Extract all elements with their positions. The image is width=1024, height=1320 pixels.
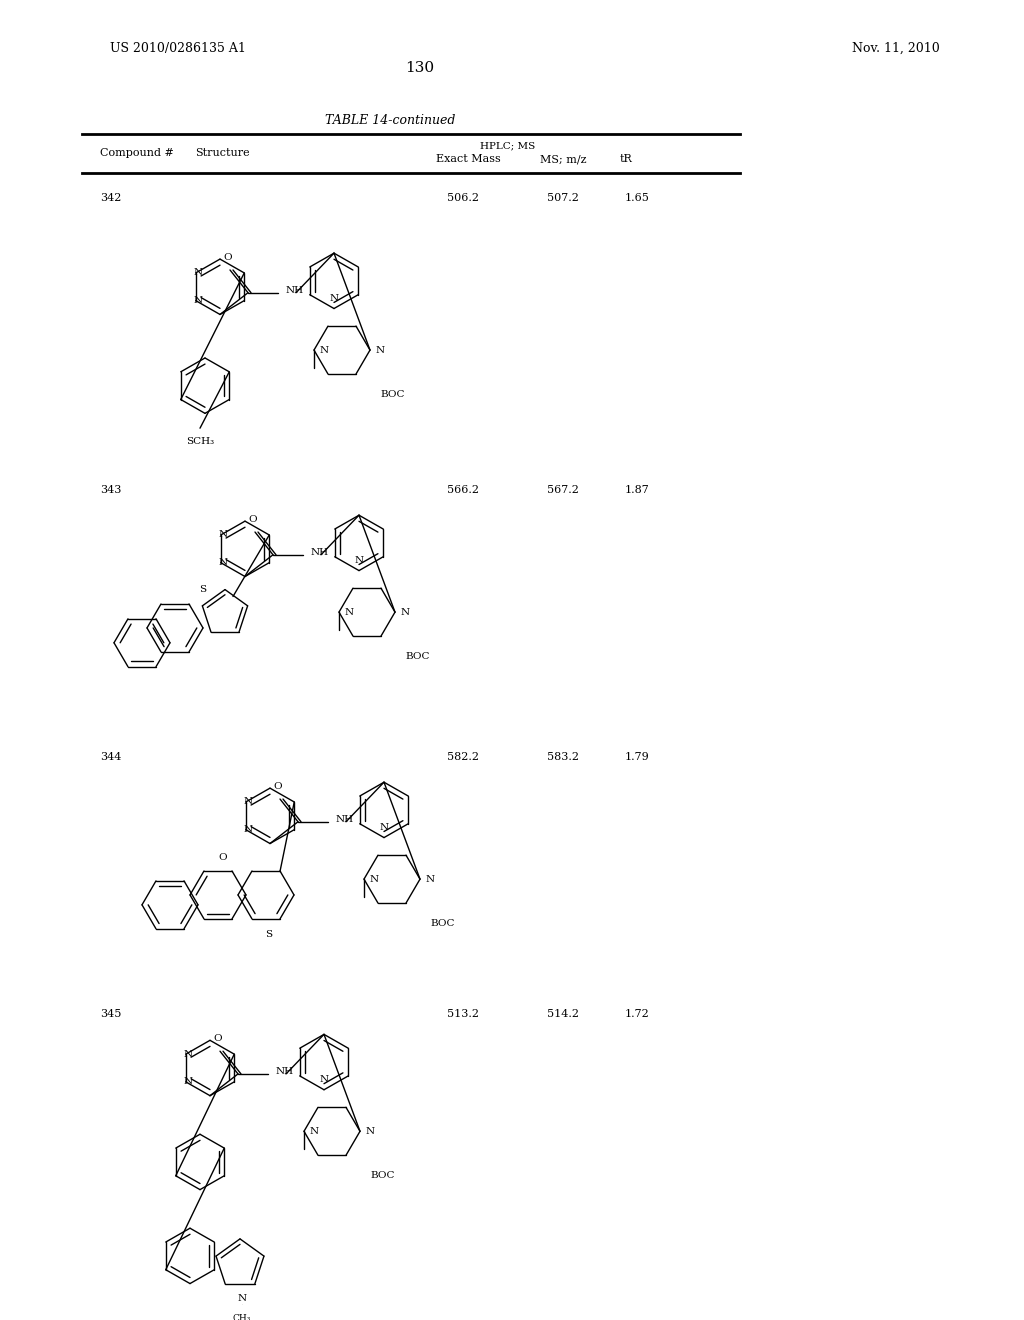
Text: TABLE 14-continued: TABLE 14-continued bbox=[325, 114, 456, 127]
Text: O: O bbox=[214, 1034, 222, 1043]
Text: N: N bbox=[183, 1049, 193, 1059]
Text: S: S bbox=[200, 585, 207, 594]
Text: N: N bbox=[354, 556, 364, 565]
Text: CH₃: CH₃ bbox=[232, 1313, 251, 1320]
Text: S: S bbox=[265, 931, 272, 939]
Text: NH: NH bbox=[336, 816, 354, 824]
Text: HPLC; MS: HPLC; MS bbox=[480, 141, 536, 150]
Text: Compound #: Compound # bbox=[100, 148, 174, 158]
Text: NH: NH bbox=[286, 286, 304, 296]
Text: N: N bbox=[400, 607, 410, 616]
Text: Nov. 11, 2010: Nov. 11, 2010 bbox=[852, 41, 940, 54]
Text: 582.2: 582.2 bbox=[447, 751, 479, 762]
Text: BOC: BOC bbox=[406, 652, 429, 661]
Text: N: N bbox=[319, 1076, 329, 1084]
Text: N: N bbox=[218, 531, 227, 540]
Text: SCH₃: SCH₃ bbox=[186, 437, 214, 446]
Text: 567.2: 567.2 bbox=[547, 484, 579, 495]
Text: N: N bbox=[380, 824, 388, 832]
Text: 566.2: 566.2 bbox=[447, 484, 479, 495]
Text: 342: 342 bbox=[100, 193, 122, 203]
Text: N: N bbox=[194, 296, 203, 305]
Text: 583.2: 583.2 bbox=[547, 751, 579, 762]
Text: Structure: Structure bbox=[195, 148, 250, 158]
Text: N: N bbox=[243, 797, 252, 807]
Text: tR: tR bbox=[620, 154, 633, 164]
Text: 130: 130 bbox=[406, 61, 434, 75]
Text: Exact Mass: Exact Mass bbox=[436, 154, 501, 164]
Text: 1.79: 1.79 bbox=[625, 751, 650, 762]
Text: BOC: BOC bbox=[380, 391, 404, 399]
Text: 344: 344 bbox=[100, 751, 122, 762]
Text: 1.72: 1.72 bbox=[625, 1008, 650, 1019]
Text: O: O bbox=[219, 853, 227, 862]
Text: NH: NH bbox=[311, 548, 329, 557]
Text: 506.2: 506.2 bbox=[447, 193, 479, 203]
Text: N: N bbox=[218, 558, 227, 568]
Text: 1.87: 1.87 bbox=[625, 484, 650, 495]
Text: BOC: BOC bbox=[430, 919, 455, 928]
Text: 507.2: 507.2 bbox=[547, 193, 579, 203]
Text: 345: 345 bbox=[100, 1008, 122, 1019]
Text: N: N bbox=[370, 875, 379, 883]
Text: N: N bbox=[183, 1077, 193, 1086]
Text: N: N bbox=[330, 294, 339, 304]
Text: 514.2: 514.2 bbox=[547, 1008, 579, 1019]
Text: N: N bbox=[425, 875, 434, 883]
Text: N: N bbox=[238, 1294, 247, 1303]
Text: O: O bbox=[223, 252, 232, 261]
Text: N: N bbox=[376, 346, 385, 355]
Text: MS; m/z: MS; m/z bbox=[540, 154, 587, 164]
Text: NH: NH bbox=[276, 1068, 294, 1076]
Text: 343: 343 bbox=[100, 484, 122, 495]
Text: O: O bbox=[273, 781, 283, 791]
Text: N: N bbox=[344, 607, 353, 616]
Text: N: N bbox=[309, 1127, 318, 1135]
Text: N: N bbox=[243, 825, 252, 834]
Text: O: O bbox=[249, 515, 257, 524]
Text: N: N bbox=[366, 1127, 375, 1135]
Text: 513.2: 513.2 bbox=[447, 1008, 479, 1019]
Text: N: N bbox=[319, 346, 329, 355]
Text: BOC: BOC bbox=[370, 1171, 394, 1180]
Text: 1.65: 1.65 bbox=[625, 193, 650, 203]
Text: US 2010/0286135 A1: US 2010/0286135 A1 bbox=[110, 41, 246, 54]
Text: N: N bbox=[194, 268, 203, 277]
